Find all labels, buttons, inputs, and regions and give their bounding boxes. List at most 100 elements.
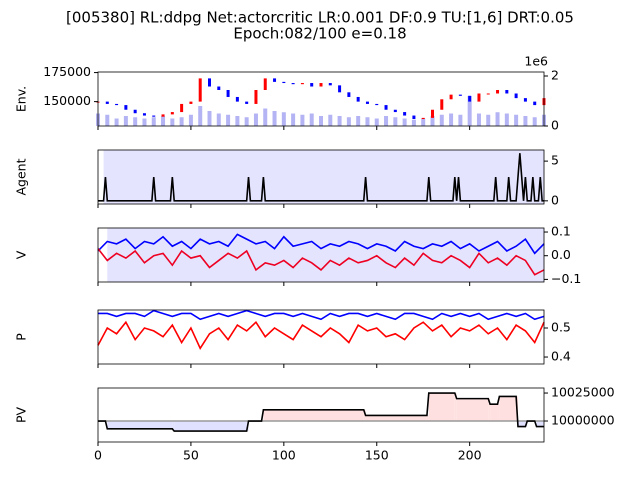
volume-bar xyxy=(105,114,110,126)
volume-bar xyxy=(198,106,203,126)
series-line xyxy=(98,309,545,321)
candle xyxy=(393,109,397,113)
area-fill xyxy=(428,393,455,422)
volume-bar xyxy=(393,117,398,126)
candle xyxy=(245,101,249,104)
volume-bar xyxy=(300,114,305,126)
series-line xyxy=(98,153,544,202)
candle xyxy=(458,94,462,96)
candle xyxy=(347,92,351,97)
volume-bar xyxy=(188,114,193,126)
y-tick-label: 0.1 xyxy=(551,224,571,239)
volume-bar xyxy=(337,116,342,126)
area-fill xyxy=(536,421,544,427)
y-tick-label: 10025000 xyxy=(551,385,615,400)
volume-bar xyxy=(207,111,212,126)
candle xyxy=(440,99,444,110)
candle xyxy=(338,85,342,93)
y-tick-label: 0.4 xyxy=(551,349,571,364)
volume-bar xyxy=(151,117,156,126)
y-tick-label: 0.5 xyxy=(551,320,571,335)
volume-bar xyxy=(430,116,435,126)
area-fill xyxy=(497,404,500,422)
area-fill xyxy=(174,421,247,432)
volume-bar xyxy=(328,114,333,126)
x-tick-label: 0 xyxy=(94,448,102,463)
volume-bar xyxy=(384,116,389,126)
candle xyxy=(170,112,174,115)
candle xyxy=(356,96,360,102)
area-fill xyxy=(172,421,175,429)
candle xyxy=(291,83,295,85)
y-axis-label: Agent xyxy=(14,158,29,195)
y-axis-label: V xyxy=(14,250,29,259)
candle xyxy=(198,78,202,102)
candle xyxy=(142,113,146,116)
candle xyxy=(486,93,490,95)
volume-bar xyxy=(142,118,147,126)
y-tick-label: −0.1 xyxy=(551,271,581,286)
panel-background xyxy=(103,150,544,204)
volume-bar xyxy=(476,113,481,126)
candle xyxy=(273,78,277,82)
candle xyxy=(514,93,518,99)
candle xyxy=(189,101,193,104)
area-fill xyxy=(490,404,498,422)
volume-bar xyxy=(253,113,258,126)
candle xyxy=(421,117,425,120)
candle xyxy=(468,95,472,102)
candle xyxy=(384,105,388,110)
panel-background xyxy=(107,228,545,282)
area-fill xyxy=(365,415,427,422)
volume-bar xyxy=(449,113,454,126)
candle xyxy=(263,78,267,90)
volume-bar xyxy=(123,116,128,126)
x-tick-label: 100 xyxy=(272,448,296,463)
volume-bar xyxy=(263,108,268,126)
panel-frame xyxy=(97,71,545,127)
candle xyxy=(161,114,165,117)
volume-bar xyxy=(235,116,240,126)
candle xyxy=(226,90,230,97)
chart-title: [005380] RL:ddpg Net:actorcritic LR:0.00… xyxy=(66,9,574,27)
y-axis-label: Env. xyxy=(14,86,29,112)
candle xyxy=(105,101,109,104)
y-axis-label: P xyxy=(14,333,29,341)
y-tick-label: 175000 xyxy=(43,64,91,79)
panel-frame xyxy=(97,387,545,443)
candle xyxy=(124,105,128,110)
volume-bar xyxy=(421,118,426,126)
area-fill xyxy=(499,396,517,422)
series-line xyxy=(97,320,545,350)
volume-bar xyxy=(226,114,231,126)
candle xyxy=(300,83,304,85)
candle xyxy=(180,103,184,113)
candle xyxy=(115,103,119,106)
volume-bar xyxy=(411,119,416,126)
area-fill xyxy=(517,421,526,427)
y-tick-label: 0.0 xyxy=(551,247,571,262)
area-fill xyxy=(456,398,489,422)
candle xyxy=(217,86,221,90)
y-axis-label: PV xyxy=(14,407,29,424)
volume-bar xyxy=(179,117,184,126)
volume-bar xyxy=(486,114,491,126)
candle xyxy=(319,83,323,87)
candle xyxy=(431,109,434,118)
candle xyxy=(282,81,286,84)
volume-bar xyxy=(309,113,314,126)
candle xyxy=(375,103,379,106)
volume-bar xyxy=(402,118,407,126)
volume-bar xyxy=(495,112,500,126)
candle xyxy=(523,98,527,102)
candle xyxy=(328,83,332,86)
volume-bar xyxy=(458,114,463,126)
area-fill xyxy=(107,421,173,429)
y2-tick-label: 2 xyxy=(551,68,559,83)
candle xyxy=(412,115,416,120)
chart-subtitle: Epoch:082/100 e=0.18 xyxy=(233,25,406,43)
volume-bar xyxy=(216,113,221,126)
volume-bar xyxy=(356,116,361,126)
volume-bar xyxy=(374,118,379,126)
